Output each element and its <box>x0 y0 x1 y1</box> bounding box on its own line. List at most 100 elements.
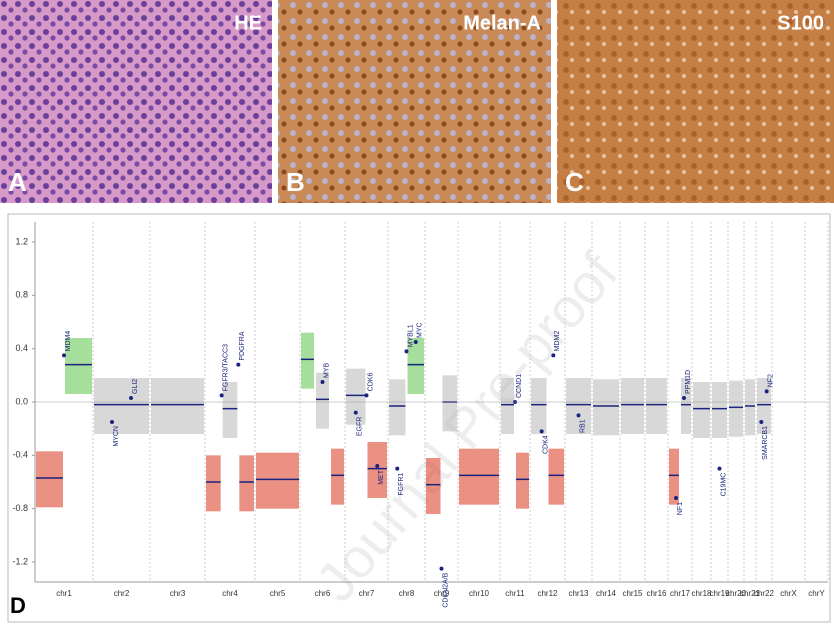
gene-marker <box>682 396 686 400</box>
x-tick-label: chr14 <box>596 589 617 598</box>
x-tick-label: chr7 <box>359 589 375 598</box>
segment-cloud <box>331 448 344 505</box>
gene-marker <box>551 353 556 358</box>
gene-label: FGFR1 <box>398 473 405 496</box>
segment-cloud <box>669 448 679 505</box>
y-tick-label: 0.8 <box>15 290 28 300</box>
gene-marker <box>364 393 369 398</box>
x-tick-label: chr11 <box>505 589 525 598</box>
gene-marker <box>375 464 380 468</box>
x-tick-label: chr19 <box>709 589 730 598</box>
segment-cloud <box>745 379 755 436</box>
gene-label: PPM1D <box>685 370 692 394</box>
he-image <box>0 0 272 203</box>
y-tick-label: -0.4 <box>12 450 28 460</box>
gene-marker <box>320 380 325 384</box>
panel-letter: D <box>10 593 26 618</box>
y-tick-label: 0.0 <box>15 396 28 406</box>
segment-cloud <box>222 382 238 438</box>
gene-label: CDK6 <box>367 373 374 392</box>
segment-cloud <box>459 448 499 505</box>
x-tick-label: chr5 <box>270 589 286 598</box>
segment-cloud <box>566 378 591 434</box>
gene-label: RB1 <box>579 419 586 433</box>
segment-cloud <box>256 452 299 509</box>
x-tick-label: chr21 <box>740 589 761 598</box>
segment-cloud <box>389 379 406 436</box>
panel-stain: S100 <box>777 12 824 34</box>
gene-label: MYC <box>417 322 424 338</box>
gene-label: FGFR3/TACC3 <box>223 344 230 391</box>
segment-cloud <box>712 382 727 438</box>
segment-cloud <box>593 379 619 436</box>
gene-marker <box>62 353 66 358</box>
gene-marker <box>439 566 444 571</box>
y-tick-label: -0.8 <box>12 503 28 513</box>
gene-label: SMARCB1 <box>762 426 769 460</box>
segment-cloud <box>681 378 691 434</box>
segment-cloud <box>646 378 667 434</box>
gene-marker <box>219 393 224 398</box>
segment-cloud <box>346 368 366 425</box>
segment-cloud <box>531 378 547 434</box>
x-tick-label: chr1 <box>56 589 72 598</box>
gene-label: C19MC <box>720 473 727 497</box>
gene-label: MYB <box>323 363 330 379</box>
gene-label: PDGFRA <box>239 331 246 360</box>
gene-marker <box>576 413 581 418</box>
segment-cloud <box>548 448 564 505</box>
gene-label: NF1 <box>677 502 684 515</box>
segment-cloud <box>621 378 644 434</box>
s100-image <box>557 0 834 203</box>
segment-cloud <box>367 442 387 498</box>
gene-label: NF2 <box>768 374 775 387</box>
gene-label: CDKN2A/B <box>442 572 449 607</box>
gene-marker <box>110 420 114 424</box>
segment-cloud <box>407 338 424 394</box>
segment-cloud <box>239 455 254 512</box>
segment-cloud <box>501 378 514 434</box>
gene-label: MET <box>378 469 385 485</box>
gene-marker <box>539 429 544 434</box>
x-tick-label: chrY <box>808 589 825 598</box>
gene-marker <box>404 349 409 354</box>
gene-marker <box>764 389 769 394</box>
gene-marker <box>759 420 764 424</box>
segment-cloud <box>151 378 204 434</box>
segment-cloud <box>693 382 710 438</box>
gene-marker <box>236 362 241 367</box>
melan-a-image <box>278 0 551 203</box>
y-tick-label: 0.4 <box>15 343 28 353</box>
gene-label: CDK4 <box>543 435 550 454</box>
histology-panels <box>0 0 834 203</box>
x-tick-label: chr3 <box>170 589 186 598</box>
gene-marker <box>353 410 358 415</box>
segment-cloud <box>36 451 63 508</box>
segment-cloud <box>442 375 457 432</box>
gene-marker <box>413 340 418 344</box>
gene-label: GLI2 <box>132 379 139 394</box>
gene-marker <box>395 466 400 471</box>
x-tick-label: chr17 <box>670 589 691 598</box>
x-tick-label: chr13 <box>568 589 589 598</box>
x-tick-label: chr16 <box>646 589 667 598</box>
x-tick-label: chr10 <box>469 589 490 598</box>
gene-label: MDM2 <box>554 331 561 352</box>
x-tick-label: chr4 <box>222 589 238 598</box>
gene-label: CCND1 <box>516 374 523 398</box>
x-tick-label: chr20 <box>726 589 747 598</box>
segment-cloud <box>65 338 92 394</box>
segment-cloud <box>516 452 529 509</box>
segment-cloud <box>316 372 329 429</box>
segment-cloud <box>301 332 314 389</box>
segment-cloud <box>426 458 441 514</box>
gene-label: MYCN <box>113 426 120 447</box>
panel-letter: A <box>8 167 27 197</box>
x-tick-label: chr22 <box>754 589 775 598</box>
x-tick-label: chr15 <box>622 589 643 598</box>
panel-stain: Melan-A <box>463 12 541 34</box>
segment-cloud <box>206 455 221 512</box>
panel-stain: HE <box>234 12 262 34</box>
x-tick-label: chr2 <box>114 589 130 598</box>
